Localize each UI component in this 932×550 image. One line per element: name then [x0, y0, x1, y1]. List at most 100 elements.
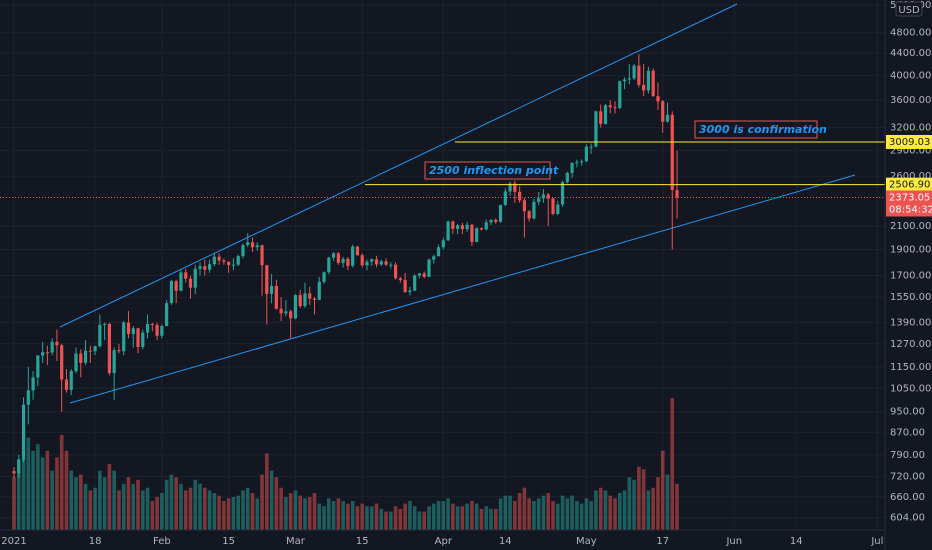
candle-body [665, 114, 670, 122]
x-tick-label: Jul [870, 536, 883, 547]
y-tick-label: 2900.00 [890, 146, 931, 157]
volume-bar [398, 508, 403, 530]
candle-body [403, 279, 407, 293]
volume-bar [584, 498, 589, 530]
volume-bar [622, 490, 627, 530]
candle-body [74, 353, 78, 372]
volume-bar [164, 479, 169, 530]
candle-body [227, 261, 231, 265]
candle-body [384, 261, 388, 265]
y-tick-label: 1550.00 [890, 292, 931, 303]
volume-bar [255, 498, 260, 530]
volume-bar [193, 479, 198, 530]
volume-bar [637, 466, 641, 530]
candle-body [45, 352, 49, 354]
volume-bar [369, 506, 374, 530]
candle-body [260, 245, 264, 266]
volume-bar [112, 470, 116, 530]
candle-body [79, 353, 83, 363]
volume-bar [436, 500, 441, 530]
candle-body [241, 245, 245, 257]
volume-bar [78, 474, 83, 530]
volume-bar [31, 450, 35, 530]
volume-bar [555, 503, 560, 530]
candle-body [351, 246, 355, 266]
volume-bar [179, 483, 183, 530]
volume-bar [269, 470, 274, 530]
volume-bar [384, 511, 388, 530]
volume-bar [656, 477, 660, 530]
x-tick-label: May [576, 536, 597, 547]
y-tick-label: 2100.00 [890, 221, 931, 232]
volume-bar [575, 500, 579, 530]
volume-bar [412, 506, 417, 530]
candle-body [222, 260, 226, 262]
y-tick-label: 4000.00 [890, 70, 931, 81]
candle-body [451, 221, 455, 229]
y-tick-label: 2600.00 [890, 171, 931, 182]
price-tag [886, 177, 932, 192]
y-tick-label: 3600.00 [890, 95, 931, 106]
x-tick-label: 15 [222, 536, 235, 547]
candle-body [145, 324, 150, 333]
price-tag-label: 2506.90 [889, 180, 930, 191]
volume-bar [126, 477, 131, 530]
grid [0, 0, 885, 530]
candle-body [551, 198, 555, 214]
candle-body [246, 242, 250, 246]
volume-bar [107, 464, 112, 530]
volume-bar [222, 500, 226, 530]
candle-body [126, 322, 131, 335]
volume-bar [55, 457, 59, 530]
candle-body [370, 259, 374, 262]
volume-bar [50, 470, 54, 530]
candle-body [618, 81, 622, 108]
candle-body [336, 253, 340, 263]
candle-body [83, 350, 88, 363]
candle-body [107, 324, 111, 373]
volume-bar [532, 500, 536, 530]
volume-bar [155, 497, 159, 530]
volume-bar [589, 500, 593, 530]
volume-bar [484, 506, 489, 530]
volume-bar [527, 498, 531, 530]
volume-bar [174, 477, 178, 530]
y-tick-label: 1270.00 [890, 339, 931, 350]
candle-body [355, 246, 360, 256]
y-tick-label: 870.00 [890, 427, 925, 438]
volume-bar [431, 503, 436, 530]
volume-bar [374, 503, 379, 530]
candle-body [532, 201, 536, 219]
volume-bar [284, 497, 288, 530]
price-tag-label: 3009.03 [889, 137, 930, 148]
candle-body [546, 194, 550, 199]
x-tick-label: Feb [153, 536, 171, 547]
currency-box[interactable] [895, 1, 923, 17]
candle-body [413, 275, 417, 291]
volume-bar [45, 450, 50, 530]
candle-body [560, 182, 565, 205]
candle-body [627, 78, 631, 80]
volume-bar [102, 477, 107, 530]
candle-body [389, 264, 393, 266]
candle-body [69, 371, 73, 390]
volume-bar [236, 495, 240, 530]
volume-bar [479, 508, 484, 530]
volume-bar [570, 495, 574, 530]
candle-body [427, 259, 431, 277]
candle-body [494, 219, 498, 222]
candle-body [527, 211, 531, 219]
x-tick-label: 18 [89, 536, 102, 547]
volume-bar [579, 503, 584, 530]
candle-body [408, 290, 412, 293]
volume-bar [288, 493, 293, 530]
candle-body [436, 247, 441, 257]
candle-body [317, 281, 321, 300]
candle-body [456, 225, 460, 229]
volume-bar [336, 498, 341, 530]
volume-bar [465, 503, 469, 530]
volume-bar [64, 450, 69, 530]
candle-body [298, 295, 302, 307]
